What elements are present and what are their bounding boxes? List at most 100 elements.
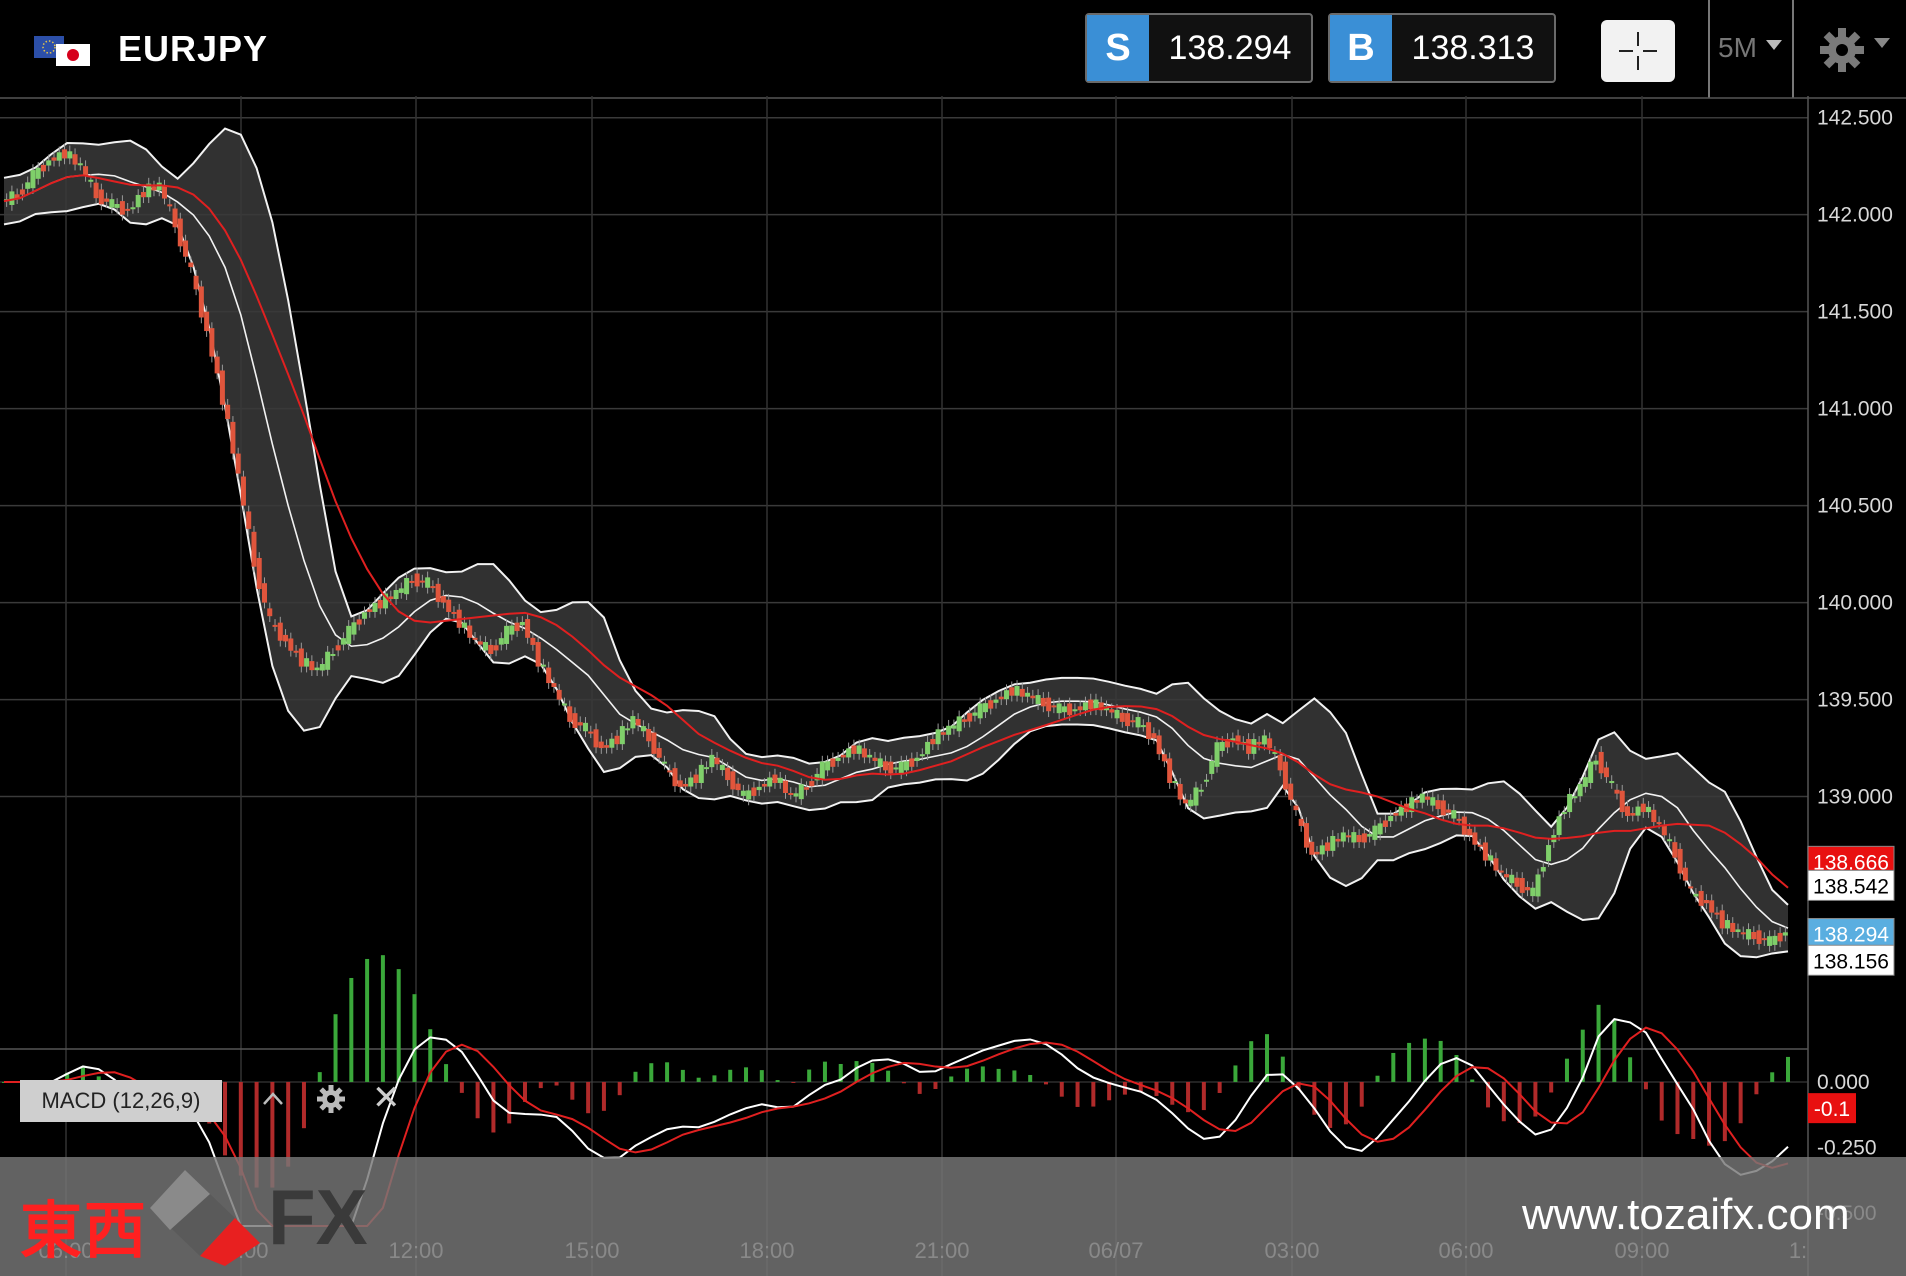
candle-body	[419, 580, 425, 583]
macd-histogram-bar	[775, 1080, 780, 1082]
candle-body	[656, 748, 662, 758]
candle-body	[951, 725, 957, 729]
candle-body	[1546, 845, 1552, 862]
macd-histogram-bar	[1643, 1081, 1648, 1090]
candle-body	[1372, 825, 1378, 840]
timeframe-selector[interactable]: 5M	[1718, 32, 1757, 63]
candle-body	[782, 780, 788, 793]
candlestick-series	[4, 143, 1788, 952]
candle-body	[767, 777, 773, 787]
candle-body	[146, 183, 152, 198]
candle-body	[493, 645, 499, 651]
candle-body	[1582, 777, 1588, 787]
macd-value-text: -0.1	[1814, 1098, 1850, 1121]
candle-body	[398, 588, 404, 593]
candle-body	[982, 703, 988, 713]
candle-body	[425, 577, 431, 588]
candle-body	[1256, 741, 1262, 745]
y-tick-label: 139.000	[1817, 786, 1893, 809]
chevron-up-icon[interactable]	[258, 1084, 288, 1114]
macd-histogram-bar	[1170, 1081, 1175, 1105]
close-icon[interactable]: ✕	[372, 1079, 401, 1117]
macd-histogram-bar	[1028, 1074, 1033, 1082]
macd-histogram-bar	[1770, 1072, 1775, 1082]
candle-body	[535, 642, 541, 667]
candle-body	[1146, 722, 1152, 740]
candle-body	[625, 728, 631, 731]
gear-icon[interactable]	[316, 1084, 346, 1114]
candle-body	[498, 638, 504, 645]
macd-value-box	[1808, 1093, 1856, 1124]
candle-body	[1056, 703, 1062, 714]
candle-body	[693, 774, 699, 783]
candle-body	[293, 650, 299, 653]
candle-body	[404, 578, 410, 595]
candle-body	[451, 611, 457, 614]
macd-y-tick-label: -0.250	[1817, 1136, 1877, 1159]
macd-histogram-bar	[1501, 1081, 1506, 1122]
macd-histogram-bar	[1580, 1029, 1585, 1082]
macd-indicator-label[interactable]: MACD (12,26,9)	[20, 1080, 222, 1122]
candle-body	[1288, 783, 1294, 800]
candle-body	[504, 625, 510, 644]
macd-histogram-bar	[238, 1081, 243, 1176]
candle-body	[1414, 800, 1420, 803]
candle-body	[698, 764, 704, 783]
candle-body	[330, 653, 336, 656]
crosshair-button[interactable]	[1601, 20, 1675, 82]
candle-body	[1167, 758, 1173, 783]
candle-body	[1588, 761, 1594, 783]
candle-body	[1656, 822, 1662, 825]
candle-body	[361, 612, 367, 619]
buy-button[interactable]: B 138.313	[1328, 13, 1556, 83]
candle-body	[46, 160, 52, 166]
candle-body	[340, 638, 346, 645]
candle-body	[846, 748, 852, 758]
symbol-title[interactable]: EURJPY	[118, 28, 269, 69]
candle-body	[1140, 725, 1146, 728]
candle-body	[1719, 910, 1725, 929]
macd-histogram-bar	[1628, 1057, 1633, 1082]
candle-body	[1356, 835, 1362, 843]
macd-histogram-bar	[1233, 1065, 1238, 1082]
candle-body	[872, 757, 878, 761]
separator	[1708, 0, 1710, 98]
macd-histogram-bar	[917, 1081, 922, 1094]
candle-body	[772, 774, 778, 783]
top-bar: EURJPY S 138.294 B 138.313 5M	[0, 0, 1906, 98]
candle-body	[1030, 695, 1036, 699]
candle-body	[1219, 741, 1225, 751]
macd-histogram-bar	[1659, 1081, 1664, 1121]
candle-body	[988, 700, 994, 709]
candle-body	[1088, 699, 1094, 710]
macd-histogram-bar	[1675, 1081, 1680, 1135]
candle-body	[1293, 805, 1299, 811]
candle-body	[1514, 877, 1520, 887]
candle-body	[1114, 709, 1120, 719]
candle-body	[219, 370, 225, 405]
candle-body	[1756, 930, 1762, 944]
macd-histogram-bar	[665, 1062, 670, 1082]
macd-histogram-bar	[601, 1081, 606, 1111]
candle-body	[88, 179, 94, 182]
candle-body	[325, 651, 331, 670]
gear-icon[interactable]	[1818, 26, 1866, 74]
candle-body	[756, 786, 762, 791]
candle-body	[1067, 703, 1073, 716]
candle-body	[1235, 735, 1241, 745]
macd-histogram-bar	[333, 1014, 338, 1082]
price-chart[interactable]: 0.000-0.250-0.500 142.500142.000141.5001…	[0, 96, 1906, 1276]
candle-body	[1267, 738, 1273, 749]
candle-body	[1277, 754, 1283, 771]
candle-body	[661, 761, 667, 764]
candle-body	[1214, 742, 1220, 767]
candle-body	[235, 453, 241, 474]
candle-body	[888, 761, 894, 774]
candle-body	[1025, 692, 1031, 697]
candle-body	[1688, 886, 1694, 889]
candle-body	[1493, 858, 1499, 871]
candle-body	[1477, 844, 1483, 847]
candle-body	[630, 716, 636, 729]
sell-button[interactable]: S 138.294	[1085, 13, 1313, 83]
